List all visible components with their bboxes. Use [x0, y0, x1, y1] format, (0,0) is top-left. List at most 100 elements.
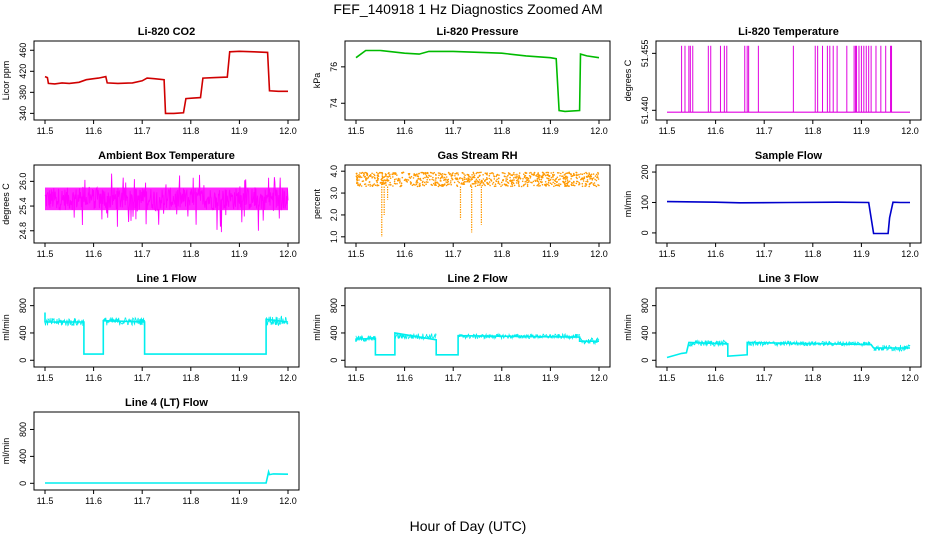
- data-point: [547, 175, 550, 177]
- data-point: [492, 181, 495, 184]
- data-point: [541, 183, 544, 186]
- data-point: [485, 178, 487, 181]
- data-point: [501, 184, 504, 186]
- data-point: [389, 181, 391, 184]
- data-point: [478, 179, 481, 181]
- data-point: [544, 174, 547, 177]
- y-tick-label: 800: [640, 298, 650, 313]
- data-point: [376, 176, 379, 179]
- data-point: [447, 172, 450, 174]
- data-point: [573, 180, 575, 183]
- x-tick-label: 11.9: [231, 496, 248, 506]
- data-point: [385, 179, 388, 182]
- data-point: [471, 178, 474, 180]
- data-point: [545, 184, 547, 187]
- data-point: [408, 174, 410, 176]
- data-point: [386, 179, 389, 182]
- x-tick-label: 12.0: [279, 496, 297, 506]
- data-point: [497, 177, 500, 180]
- panel-7: Line 1 Flow ml/min 11.5 11.6 11.7 11.8 11.9 12.…: [1, 273, 300, 383]
- data-point: [531, 181, 533, 184]
- data-point: [431, 178, 434, 181]
- y-tick-label: 1.0: [329, 231, 339, 244]
- data-point: [546, 174, 548, 176]
- data-point: [547, 171, 550, 174]
- x-tick-label: 12.0: [590, 373, 608, 383]
- data-point: [388, 184, 391, 186]
- data-point: [439, 177, 442, 180]
- x-tick-label: 11.9: [542, 249, 559, 259]
- data-point: [411, 184, 414, 187]
- data-point: [428, 175, 431, 177]
- plot-area: [44, 312, 289, 355]
- data-point: [518, 176, 521, 178]
- data-point: [560, 172, 562, 175]
- data-point: [518, 184, 520, 186]
- data-point: [539, 180, 542, 183]
- data-point: [476, 184, 479, 187]
- x-tick-label: 11.5: [348, 126, 365, 136]
- data-point: [473, 176, 476, 179]
- data-point: [587, 174, 590, 177]
- data-point: [596, 176, 598, 179]
- data-point: [575, 174, 578, 176]
- data-point: [389, 184, 392, 186]
- data-point: [507, 182, 510, 184]
- data-point: [512, 181, 514, 184]
- data-point: [550, 176, 553, 179]
- data-point: [524, 183, 527, 185]
- plot-area: [667, 45, 910, 113]
- data-point: [433, 182, 435, 185]
- data-point: [479, 182, 482, 185]
- y-tick-label: 340: [18, 106, 28, 121]
- data-point: [482, 178, 485, 180]
- data-point: [573, 174, 576, 176]
- data-point: [589, 182, 592, 184]
- x-tick-label: 11.7: [445, 249, 462, 259]
- data-point: [450, 177, 453, 179]
- data-point: [437, 177, 440, 179]
- data-point: [358, 174, 360, 176]
- data-point: [431, 172, 433, 174]
- data-point: [545, 171, 548, 174]
- data-point: [443, 179, 445, 181]
- data-point: [502, 172, 505, 174]
- data-point: [471, 174, 473, 176]
- x-tick-label: 11.9: [542, 373, 559, 383]
- panel-title: Line 3 Flow: [759, 273, 819, 285]
- data-point: [524, 174, 527, 177]
- plot-area: [355, 171, 600, 237]
- x-tick-label: 11.8: [493, 126, 510, 136]
- y-axis-label: kPa: [312, 73, 322, 89]
- data-point: [434, 183, 437, 186]
- x-tick-label: 11.7: [756, 126, 773, 136]
- panel-title: Li-820 Pressure: [437, 26, 519, 38]
- data-point: [381, 171, 383, 174]
- data-point: [580, 173, 582, 175]
- data-point: [576, 174, 579, 176]
- data-point: [583, 176, 586, 178]
- data-point: [500, 185, 502, 188]
- data-point: [385, 174, 388, 176]
- data-point: [559, 183, 562, 186]
- data-point: [429, 171, 432, 174]
- data-point: [546, 177, 548, 179]
- data-point: [399, 185, 402, 188]
- data-point: [497, 180, 500, 183]
- data-point: [566, 182, 568, 185]
- data-point: [454, 175, 456, 177]
- data-point: [432, 172, 435, 175]
- y-tick-label: 800: [329, 298, 339, 313]
- data-point: [552, 174, 554, 177]
- data-point: [539, 184, 541, 187]
- data-point: [468, 180, 471, 183]
- data-point: [512, 173, 514, 176]
- data-point: [595, 185, 598, 188]
- panel-title: Line 1 Flow: [137, 273, 197, 285]
- data-point: [581, 177, 583, 179]
- data-point: [554, 182, 556, 185]
- data-point: [435, 173, 437, 176]
- data-point: [573, 182, 575, 184]
- data-point: [387, 176, 390, 178]
